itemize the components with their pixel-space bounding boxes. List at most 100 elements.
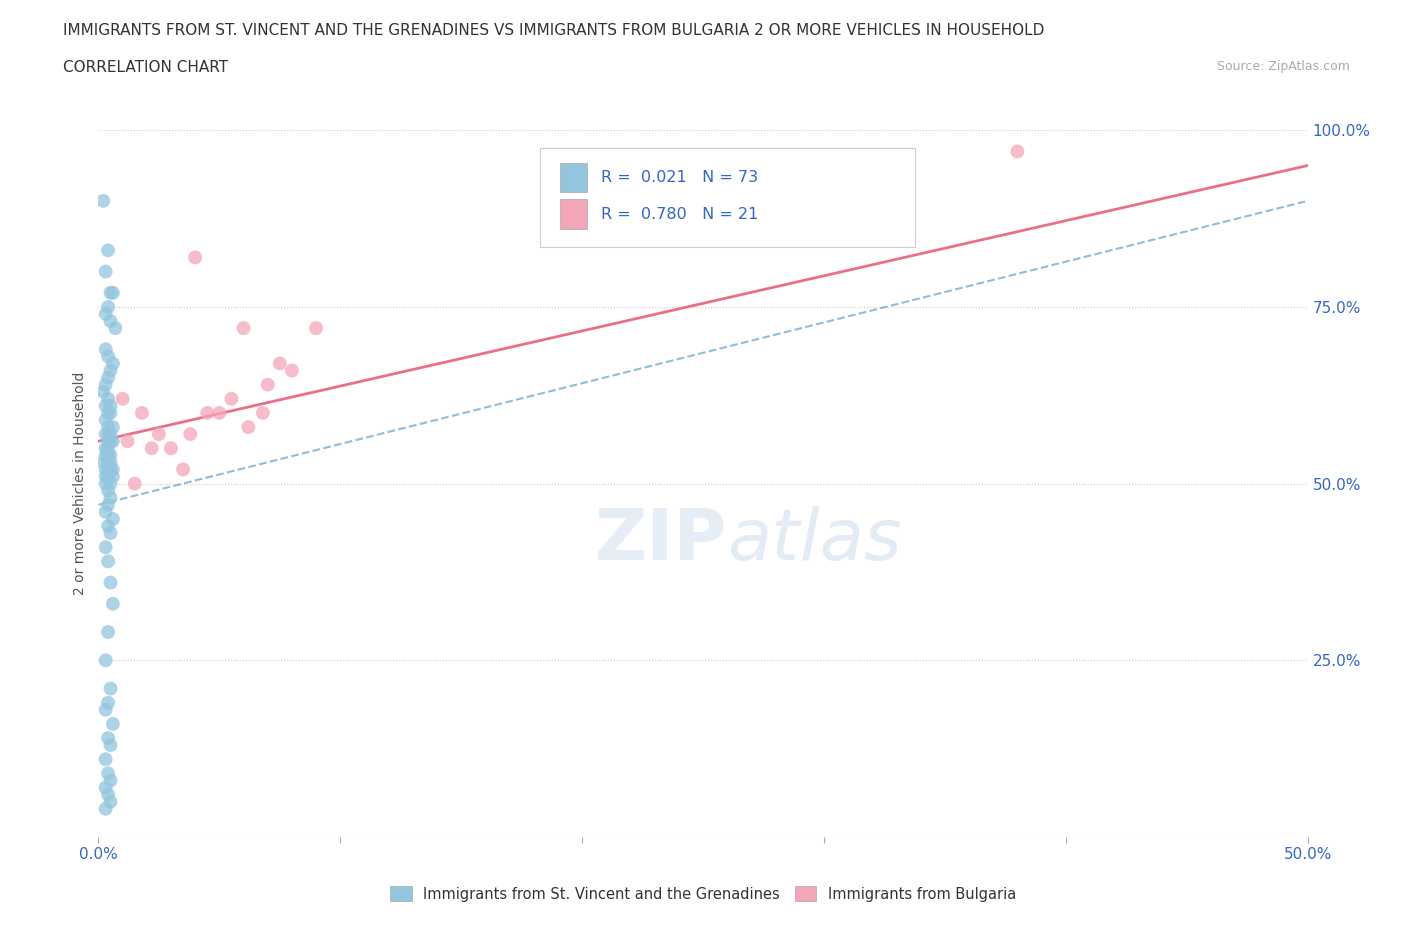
- Point: [94, 476, 117, 491]
- Point: [208, 405, 231, 420]
- Point: [195, 405, 218, 420]
- Point: [97, 299, 120, 314]
- Point: [148, 427, 170, 442]
- Point: [94, 398, 117, 413]
- Point: [101, 469, 124, 484]
- Point: [97, 441, 120, 456]
- Point: [97, 392, 120, 406]
- Point: [100, 363, 122, 378]
- Point: [100, 398, 122, 413]
- Point: [97, 433, 120, 448]
- Point: [160, 441, 183, 456]
- Point: [100, 462, 122, 477]
- Point: [97, 554, 120, 569]
- Text: Source: ZipAtlas.com: Source: ZipAtlas.com: [1216, 60, 1350, 73]
- Point: [97, 455, 120, 470]
- Point: [100, 794, 122, 809]
- Point: [232, 321, 254, 336]
- Point: [94, 378, 117, 392]
- Point: [100, 448, 122, 463]
- Point: [101, 716, 124, 731]
- Point: [141, 441, 163, 456]
- Point: [111, 392, 134, 406]
- Point: [281, 363, 304, 378]
- Text: R =  0.780   N = 21: R = 0.780 N = 21: [602, 206, 759, 222]
- Point: [221, 392, 243, 406]
- Point: [94, 653, 117, 668]
- Point: [91, 384, 114, 399]
- Point: [97, 419, 120, 434]
- Point: [100, 405, 122, 420]
- Point: [94, 802, 117, 817]
- Point: [97, 370, 120, 385]
- Point: [100, 433, 122, 448]
- Bar: [561, 199, 586, 229]
- Point: [101, 419, 124, 434]
- Point: [238, 419, 260, 434]
- Point: [100, 490, 122, 505]
- Point: [100, 455, 122, 470]
- Point: [117, 433, 139, 448]
- Point: [91, 193, 114, 208]
- Point: [94, 264, 117, 279]
- Point: [94, 413, 117, 428]
- Point: [252, 405, 274, 420]
- Point: [100, 681, 122, 696]
- Point: [1007, 144, 1029, 159]
- Point: [100, 476, 122, 491]
- Point: [97, 243, 120, 258]
- Point: [101, 286, 124, 300]
- Point: [94, 462, 117, 477]
- Point: [305, 321, 328, 336]
- Point: [97, 766, 120, 781]
- Point: [94, 702, 117, 717]
- Point: [97, 469, 120, 484]
- FancyBboxPatch shape: [540, 148, 915, 246]
- Text: ZIP: ZIP: [595, 506, 727, 575]
- Point: [94, 504, 117, 519]
- Text: CORRELATION CHART: CORRELATION CHART: [63, 60, 228, 75]
- Text: atlas: atlas: [727, 506, 901, 575]
- Point: [172, 462, 194, 477]
- Point: [94, 448, 117, 463]
- Point: [104, 321, 127, 336]
- Point: [97, 448, 120, 463]
- Point: [100, 286, 122, 300]
- Point: [97, 462, 120, 477]
- Point: [94, 469, 117, 484]
- Point: [97, 787, 120, 802]
- Point: [100, 773, 122, 788]
- Point: [94, 539, 117, 554]
- Point: [100, 313, 122, 328]
- Point: [100, 525, 122, 540]
- Text: IMMIGRANTS FROM ST. VINCENT AND THE GRENADINES VS IMMIGRANTS FROM BULGARIA 2 OR : IMMIGRANTS FROM ST. VINCENT AND THE GREN…: [63, 23, 1045, 38]
- Point: [97, 498, 120, 512]
- Point: [100, 737, 122, 752]
- Point: [91, 455, 114, 470]
- Point: [94, 427, 117, 442]
- Point: [97, 625, 120, 640]
- Point: [100, 427, 122, 442]
- Text: R =  0.021   N = 73: R = 0.021 N = 73: [602, 170, 759, 185]
- Y-axis label: 2 or more Vehicles in Household: 2 or more Vehicles in Household: [73, 372, 87, 595]
- Point: [101, 596, 124, 611]
- Point: [179, 427, 201, 442]
- Point: [101, 462, 124, 477]
- Point: [97, 731, 120, 746]
- Point: [94, 780, 117, 795]
- Point: [94, 342, 117, 357]
- Point: [94, 441, 117, 456]
- Point: [124, 476, 146, 491]
- Point: [100, 575, 122, 590]
- Point: [101, 433, 124, 448]
- Point: [97, 484, 120, 498]
- Point: [184, 250, 207, 265]
- Legend: Immigrants from St. Vincent and the Grenadines, Immigrants from Bulgaria: Immigrants from St. Vincent and the Gren…: [384, 881, 1022, 908]
- Point: [97, 519, 120, 534]
- Point: [97, 427, 120, 442]
- Point: [269, 356, 291, 371]
- Point: [101, 512, 124, 526]
- Bar: [561, 163, 586, 193]
- Point: [101, 356, 124, 371]
- Point: [97, 405, 120, 420]
